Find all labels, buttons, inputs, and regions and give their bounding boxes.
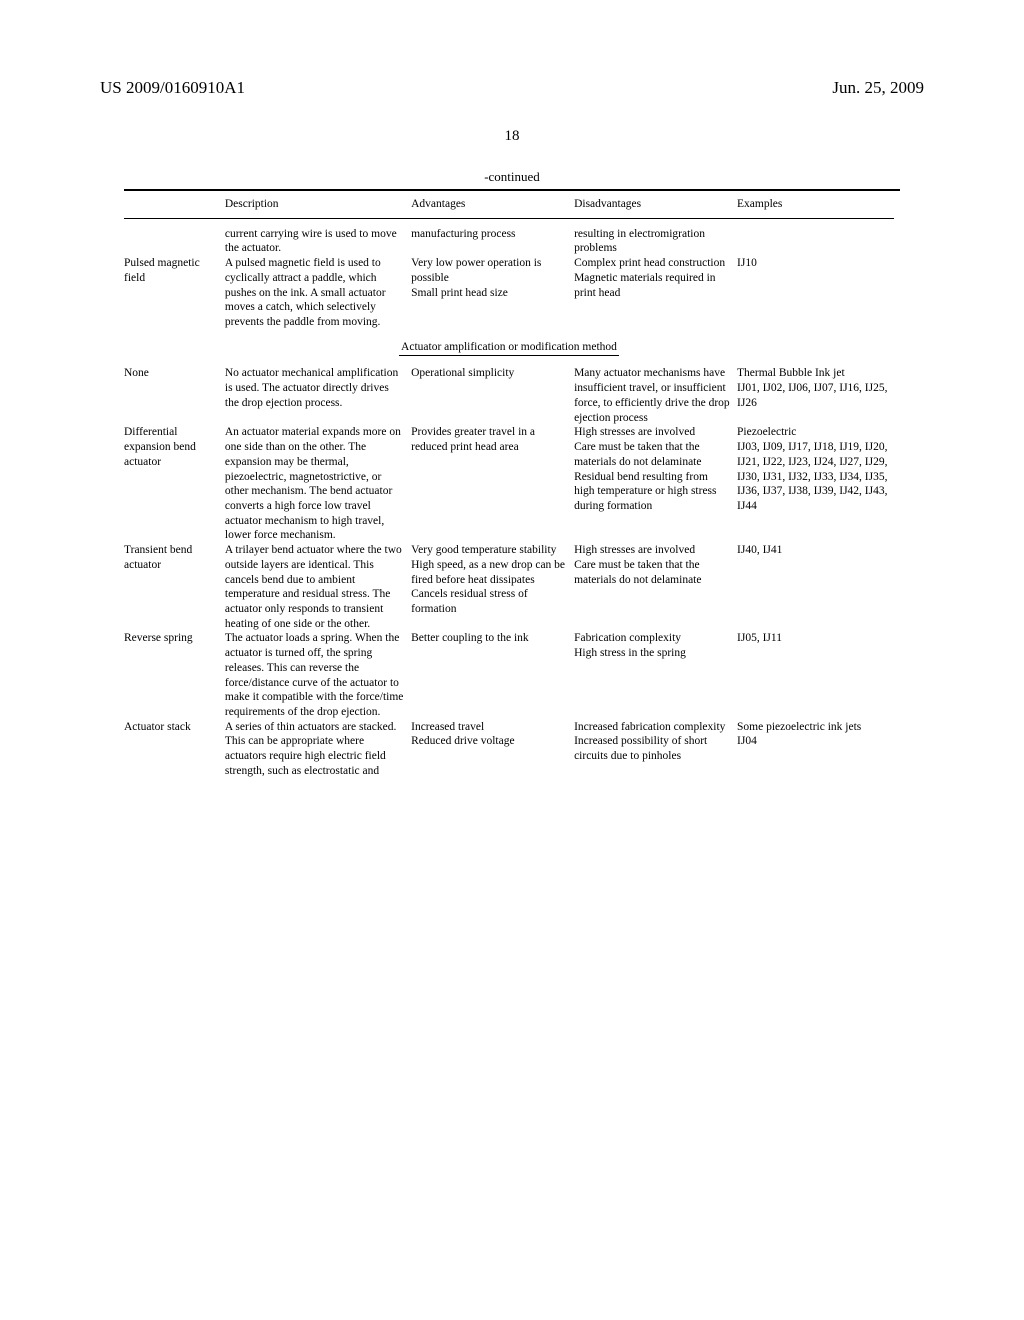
row-name: Pulsed magnetic field bbox=[124, 256, 225, 330]
row-advantages: Increased travel Reduced drive voltage bbox=[411, 720, 574, 779]
row-disadvantages: Complex print head construction Magnetic… bbox=[574, 256, 737, 330]
row-name: None bbox=[124, 358, 225, 425]
table-row: Actuator stack A series of thin actuator… bbox=[124, 720, 900, 779]
row-advantages: Very low power operation is possible Sma… bbox=[411, 256, 574, 330]
row-advantages: Better coupling to the ink bbox=[411, 631, 574, 719]
row-disadvantages: resulting in electromigration problems bbox=[574, 219, 737, 256]
row-disadvantages: Increased fabrication complexity Increas… bbox=[574, 720, 737, 779]
col-advantages-header: Advantages bbox=[411, 191, 574, 218]
row-examples: IJ10 bbox=[737, 256, 900, 330]
row-examples: Thermal Bubble Ink jet IJ01, IJ02, IJ06,… bbox=[737, 358, 900, 425]
row-name: Transient bend actuator bbox=[124, 543, 225, 631]
row-name bbox=[124, 219, 225, 256]
row-advantages: Provides greater travel in a reduced pri… bbox=[411, 425, 574, 543]
row-disadvantages: Fabrication complexity High stress in th… bbox=[574, 631, 737, 719]
row-advantages: Very good temperature stability High spe… bbox=[411, 543, 574, 631]
row-examples: IJ05, IJ11 bbox=[737, 631, 900, 719]
patent-page: US 2009/0160910A1 Jun. 25, 2009 18 -cont… bbox=[0, 0, 1024, 819]
col-examples-header: Examples bbox=[737, 191, 900, 218]
table-row: Differential expansion bend actuator An … bbox=[124, 425, 900, 543]
patent-id: US 2009/0160910A1 bbox=[100, 78, 245, 98]
row-examples: Some piezoelectric ink jets IJ04 bbox=[737, 720, 900, 779]
row-examples: IJ40, IJ41 bbox=[737, 543, 900, 631]
col-disadvantages-header: Disadvantages bbox=[574, 191, 737, 218]
row-description: A trilayer bend actuator where the two o… bbox=[225, 543, 411, 631]
table-container: -continued Description Advantages Disadv… bbox=[124, 169, 900, 779]
header-row: Description Advantages Disadvantages Exa… bbox=[124, 191, 900, 218]
row-name: Differential expansion bend actuator bbox=[124, 425, 225, 543]
row-examples: Piezoelectric IJ03, IJ09, IJ17, IJ18, IJ… bbox=[737, 425, 900, 543]
row-description: No actuator mechanical amplification is … bbox=[225, 358, 411, 425]
col-name-header bbox=[124, 191, 225, 218]
row-name: Reverse spring bbox=[124, 631, 225, 719]
table-row: None No actuator mechanical amplificatio… bbox=[124, 358, 900, 425]
table-row: Transient bend actuator A trilayer bend … bbox=[124, 543, 900, 631]
row-disadvantages: Many actuator mechanisms have insufficie… bbox=[574, 358, 737, 425]
patent-date: Jun. 25, 2009 bbox=[832, 78, 924, 98]
section-heading: Actuator amplification or modification m… bbox=[399, 340, 619, 357]
row-description: A pulsed magnetic field is used to cycli… bbox=[225, 256, 411, 330]
row-description: A series of thin actuators are stacked. … bbox=[225, 720, 411, 779]
section-heading-row: Actuator amplification or modification m… bbox=[124, 330, 900, 359]
row-name: Actuator stack bbox=[124, 720, 225, 779]
page-header: US 2009/0160910A1 Jun. 25, 2009 bbox=[100, 78, 924, 98]
table-row: Pulsed magnetic field A pulsed magnetic … bbox=[124, 256, 900, 330]
row-disadvantages: High stresses are involved Care must be … bbox=[574, 425, 737, 543]
continued-label: -continued bbox=[124, 169, 900, 185]
table-row: Reverse spring The actuator loads a spri… bbox=[124, 631, 900, 719]
row-advantages: manufacturing process bbox=[411, 219, 574, 256]
page-number: 18 bbox=[100, 128, 924, 145]
row-examples bbox=[737, 219, 900, 256]
row-advantages: Operational simplicity bbox=[411, 358, 574, 425]
row-description: current carrying wire is used to move th… bbox=[225, 219, 411, 256]
col-description-header: Description bbox=[225, 191, 411, 218]
row-description: An actuator material expands more on one… bbox=[225, 425, 411, 543]
row-description: The actuator loads a spring. When the ac… bbox=[225, 631, 411, 719]
table-row: current carrying wire is used to move th… bbox=[124, 219, 900, 256]
actuator-table: Description Advantages Disadvantages Exa… bbox=[124, 191, 900, 779]
row-disadvantages: High stresses are involved Care must be … bbox=[574, 543, 737, 631]
